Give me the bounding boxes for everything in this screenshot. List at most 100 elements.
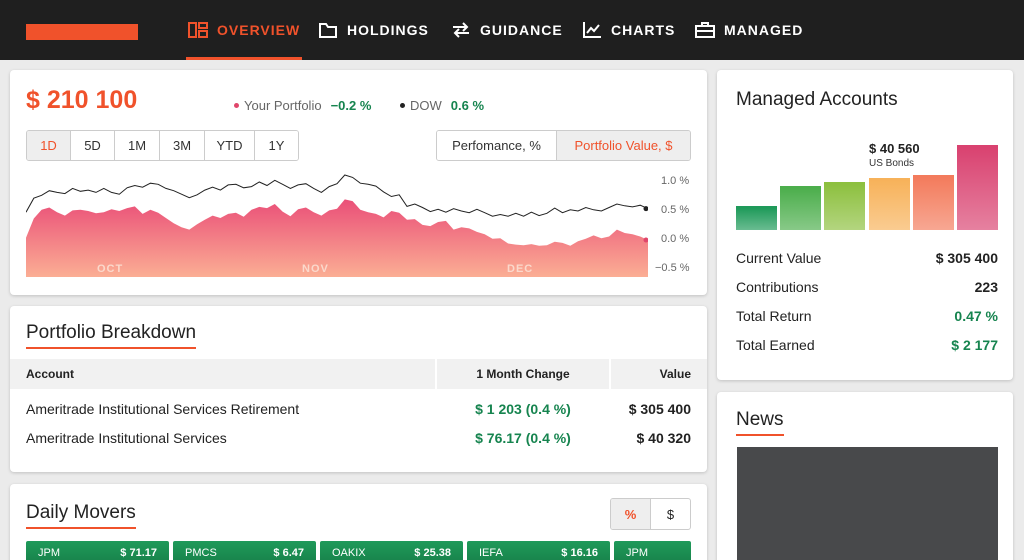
news-image[interactable]	[737, 447, 998, 560]
stat-current-value: Current Value $ 305 400	[736, 248, 998, 268]
y-tick-label: 0.0 %	[661, 233, 690, 245]
mover-tile[interactable]: JPM	[614, 541, 691, 560]
mover-value: $ 16.16	[561, 547, 598, 559]
stat-label: Current Value	[736, 250, 822, 266]
month-change: $ 1 203 (0.4 %)	[475, 400, 571, 417]
managed-bar[interactable]	[957, 145, 998, 230]
table-row[interactable]: Ameritrade Institutional Services $ 76.1…	[10, 423, 707, 452]
dow-line	[26, 174, 648, 217]
x-tick-label: OCT	[97, 263, 124, 275]
mover-symbol: JPM	[626, 547, 648, 559]
managed-bar[interactable]	[869, 178, 910, 230]
month-change: $ 76.17 (0.4 %)	[475, 429, 571, 446]
news-card: News	[717, 392, 1013, 560]
column-header: 1 Month Change	[476, 367, 570, 381]
stat-value: 0.47 %	[954, 308, 998, 324]
range-selector: 1D 5D 1M 3M YTD 1Y	[26, 130, 299, 161]
folder-icon	[319, 23, 337, 38]
legend-dow: DOW 0.6 %	[400, 98, 484, 113]
section-title: News	[736, 409, 784, 436]
tooltip-value: $ 40 560	[869, 141, 920, 156]
column-header: Value	[659, 367, 691, 381]
nav-managed[interactable]: MANAGED	[695, 0, 803, 60]
mode-performance[interactable]: Perfomance, %	[437, 131, 557, 160]
legend-dot	[400, 103, 405, 108]
section-title: Daily Movers	[26, 502, 136, 529]
stat-contributions: Contributions 223	[736, 277, 998, 297]
stat-total-return: Total Return 0.47 %	[736, 306, 998, 326]
tooltip-label: US Bonds	[869, 158, 915, 169]
section-title: Portfolio Breakdown	[26, 322, 197, 349]
toggle-dollar[interactable]: $	[666, 506, 675, 522]
mover-value: $ 6.47	[273, 547, 304, 559]
nav-guidance[interactable]: GUIDANCE	[451, 0, 563, 60]
nav-label: GUIDANCE	[480, 22, 563, 38]
table-row[interactable]: Ameritrade Institutional Services Retire…	[10, 394, 707, 423]
stat-label: Total Return	[736, 308, 812, 324]
stat-total-earned: Total Earned $ 2 177	[736, 335, 998, 355]
mover-value: $ 25.38	[414, 547, 451, 559]
account-value: $ 40 320	[636, 429, 692, 446]
nav-holdings[interactable]: HOLDINGS	[318, 0, 429, 60]
mover-symbol: JPM	[38, 547, 60, 559]
range-1y[interactable]: 1Y	[255, 131, 298, 160]
dashboard-icon	[188, 22, 208, 38]
movers-toggle: % $	[610, 498, 691, 530]
stat-value: $ 305 400	[935, 250, 998, 266]
mover-tile[interactable]: JPM $ 71.17	[26, 541, 169, 560]
range-3m[interactable]: 3M	[160, 131, 205, 160]
managed-bar-chart	[736, 145, 998, 230]
account-name: Ameritrade Institutional Services Retire…	[26, 400, 300, 417]
managed-bar[interactable]	[780, 186, 821, 230]
column-header: Account	[26, 367, 74, 381]
nav-label: HOLDINGS	[347, 22, 429, 38]
mover-tile[interactable]: OAKIX $ 25.38	[320, 541, 463, 560]
dow-end-dot	[643, 206, 648, 212]
table-header: Account 1 Month Change Value	[10, 359, 707, 389]
nav-charts[interactable]: CHARTS	[582, 0, 675, 60]
legend-portfolio: Your Portfolio −0.2 %	[234, 98, 371, 113]
mover-value: $ 71.17	[120, 547, 157, 559]
legend-label: DOW	[410, 98, 442, 113]
mover-tile[interactable]: IEFA $ 16.16	[467, 541, 610, 560]
stat-value: 223	[974, 279, 998, 295]
managed-bar[interactable]	[736, 206, 777, 230]
mover-symbol: IEFA	[479, 547, 503, 559]
mode-portfolio-value[interactable]: Portfolio Value, $	[557, 131, 690, 160]
mode-selector: Perfomance, % Portfolio Value, $	[436, 130, 691, 161]
line-chart-icon	[583, 22, 601, 38]
managed-card: Managed Accounts $ 40 560 US Bonds Curre…	[717, 70, 1013, 380]
x-tick-label: NOV	[302, 263, 329, 275]
range-1m[interactable]: 1M	[115, 131, 160, 160]
account-name: Ameritrade Institutional Services	[26, 429, 227, 446]
legend-change: 0.6 %	[450, 98, 485, 113]
briefcase-icon	[695, 22, 715, 38]
legend-dot	[234, 103, 239, 108]
managed-bar[interactable]	[824, 182, 865, 230]
mover-tile[interactable]: PMCS $ 6.47	[173, 541, 316, 560]
nav-overview[interactable]: OVERVIEW	[185, 0, 303, 60]
y-tick-label: −0.5 %	[655, 262, 690, 274]
range-5d[interactable]: 5D	[71, 131, 115, 160]
section-title: Managed Accounts	[736, 89, 898, 110]
x-tick-label: DEC	[507, 263, 534, 275]
range-ytd[interactable]: YTD	[205, 131, 255, 160]
performance-chart	[26, 174, 648, 277]
y-tick-label: 1.0 %	[661, 175, 690, 187]
portfolio-area	[26, 199, 648, 277]
breakdown-card: Portfolio Breakdown Account 1 Month Chan…	[10, 306, 707, 472]
y-tick-label: 0.5 %	[661, 204, 690, 216]
nav-label: CHARTS	[611, 22, 676, 38]
arrows-icon	[453, 22, 469, 38]
nav-label: OVERVIEW	[217, 22, 301, 38]
brand-logo[interactable]	[26, 24, 138, 40]
managed-bar[interactable]	[913, 175, 954, 230]
portfolio-card: $ 210 100 Your Portfolio −0.2 % DOW 0.6 …	[10, 70, 707, 295]
portfolio-value: $ 210 100	[26, 86, 138, 114]
mover-symbol: PMCS	[185, 547, 217, 559]
account-value: $ 305 400	[628, 400, 691, 417]
toggle-percent[interactable]: %	[611, 499, 651, 529]
top-nav: OVERVIEW HOLDINGS GUIDANCE CHARTS MANAGE…	[0, 0, 1024, 60]
stat-value: $ 2 177	[951, 337, 998, 353]
range-1d[interactable]: 1D	[27, 131, 71, 160]
